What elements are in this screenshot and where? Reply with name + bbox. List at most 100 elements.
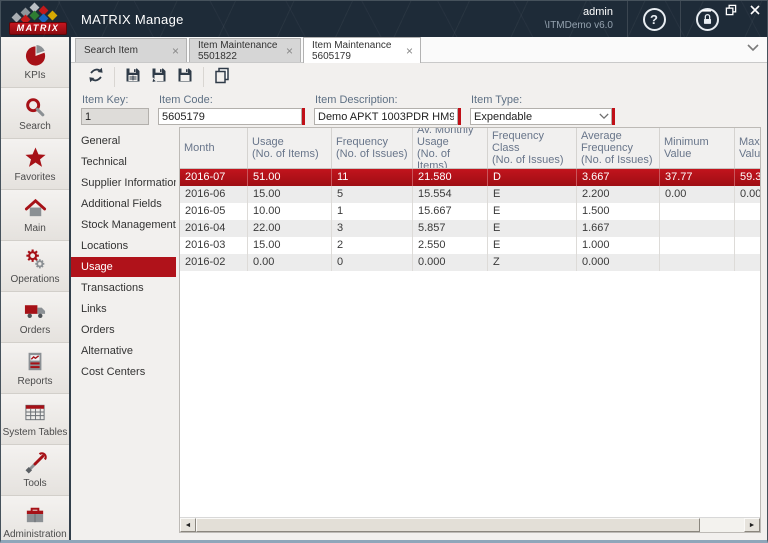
menu-item-technical[interactable]: Technical xyxy=(81,156,127,168)
sidebar-item-administration[interactable]: Administration xyxy=(1,496,69,540)
save-edit-button[interactable] xyxy=(146,65,172,89)
sidebar-item-kpis[interactable]: KPIs xyxy=(1,37,69,88)
table-header-row: Month Usage (No. of Items) Frequency (No. … xyxy=(180,128,760,169)
sidebar-item-favorites[interactable]: Favorites xyxy=(1,139,69,190)
chevron-down-icon[interactable] xyxy=(747,39,759,57)
cell: 0.000 xyxy=(413,254,488,271)
cell: 15.667 xyxy=(413,203,488,220)
menu-item-supplier-information[interactable]: Supplier Information xyxy=(81,177,176,189)
scroll-right-arrow-icon[interactable]: ► xyxy=(744,518,760,532)
minimize-icon[interactable] xyxy=(699,3,715,17)
save-icon xyxy=(176,66,194,89)
refresh-button[interactable] xyxy=(83,65,109,89)
save-edit-icon xyxy=(150,66,168,89)
cell: E xyxy=(488,186,577,203)
menu-item-cost-centers[interactable]: Cost Centers xyxy=(81,366,146,378)
cell: 5 xyxy=(332,186,413,203)
item-key-label: Item Key: xyxy=(82,94,129,106)
tab-close-icon[interactable]: × xyxy=(405,43,413,58)
cell: 37.77 xyxy=(660,169,735,186)
tab-item-maintenance-5605179[interactable]: Item Maintenance 5605179 × xyxy=(303,37,421,63)
tab-item-maintenance-5501822[interactable]: Item Maintenance 5501822 × xyxy=(189,38,301,62)
cell: 2.200 xyxy=(577,186,660,203)
copy-button[interactable] xyxy=(209,65,235,89)
cell xyxy=(660,220,735,237)
home-icon xyxy=(24,197,47,221)
table-row-2016-02[interactable]: 2016-02 0.00 0 0.000 Z 0.000 xyxy=(180,254,760,271)
tab-close-icon[interactable]: × xyxy=(285,43,293,58)
chevron-down-icon xyxy=(599,113,609,120)
save-button[interactable] xyxy=(172,65,198,89)
column-header-average[interactable]: Average Frequency (No. of Issues) xyxy=(577,128,660,168)
gears-icon xyxy=(24,248,47,272)
sidebar-item-label: Orders xyxy=(19,324,51,336)
menu-item-additional-fields[interactable]: Additional Fields xyxy=(81,198,162,210)
cell: 21.580 xyxy=(413,169,488,186)
save-grid-button[interactable] xyxy=(120,65,146,89)
menu-item-links[interactable]: Links xyxy=(81,303,107,315)
column-header-maximum[interactable]: Maximum Value xyxy=(735,128,760,168)
sidebar-item-search[interactable]: Search xyxy=(1,88,69,139)
horizontal-scrollbar: ◄ ► xyxy=(180,517,760,532)
table-row-2016-04[interactable]: 2016-04 22.00 3 5.857 E 1.667 xyxy=(180,220,760,237)
title-bar: MATRIX MATRIX Manage admin \ITMDemo v6.0… xyxy=(1,1,767,37)
lock-icon xyxy=(695,7,719,31)
sidebar-item-orders[interactable]: Orders xyxy=(1,292,69,343)
menu-item-orders[interactable]: Orders xyxy=(81,324,115,336)
menu-item-locations[interactable]: Locations xyxy=(81,240,129,252)
column-header-frequency[interactable]: Frequency Class (No. of Issues) xyxy=(488,128,577,168)
scrollbar-track[interactable] xyxy=(196,518,744,532)
item-key-field[interactable] xyxy=(81,108,149,125)
cell: 2016-05 xyxy=(180,203,248,220)
menu-item-transactions[interactable]: Transactions xyxy=(81,282,144,294)
column-header-month[interactable]: Month xyxy=(180,128,248,168)
cell: 2016-04 xyxy=(180,220,248,237)
column-header-av-monthly[interactable]: Av. Monthly Usage (No. of Items) xyxy=(413,128,488,168)
sidebar-item-system-tables[interactable]: System Tables xyxy=(1,394,69,445)
menu-item-alternative[interactable]: Alternative xyxy=(81,345,133,357)
lock-button[interactable] xyxy=(681,1,733,37)
item-form: Item Key: Item Code: Item Description: xyxy=(71,91,767,127)
sidebar-item-reports[interactable]: Reports xyxy=(1,343,69,394)
scrollbar-thumb[interactable] xyxy=(196,518,701,532)
sidebar-item-operations[interactable]: Operations xyxy=(1,241,69,292)
menu-item-general[interactable]: General xyxy=(81,135,121,147)
sidebar-item-main[interactable]: Main xyxy=(1,190,69,241)
scroll-left-arrow-icon[interactable]: ◄ xyxy=(180,518,196,532)
table-icon xyxy=(23,401,47,425)
menu-item-usage[interactable]: Usage xyxy=(71,257,176,277)
sidebar-item-label: Operations xyxy=(10,273,60,285)
tab-label: Item Maintenance 5501822 xyxy=(198,39,278,62)
table-row-2016-03[interactable]: 2016-03 15.00 2 2.550 E 1.000 xyxy=(180,237,760,254)
toolbar xyxy=(71,63,767,91)
toolbox-icon xyxy=(23,503,47,527)
column-header-frequency[interactable]: Frequency (No. of Issues) xyxy=(332,128,413,168)
user-name: admin xyxy=(583,6,613,18)
toolbar-separator xyxy=(114,67,115,87)
column-header-usage[interactable]: Usage (No. of Items) xyxy=(248,128,332,168)
column-header-minimum[interactable]: Minimum Value xyxy=(660,128,735,168)
table-row-2016-05[interactable]: 2016-05 10.00 1 15.667 E 1.500 xyxy=(180,203,760,220)
restore-icon[interactable] xyxy=(723,3,739,17)
table-row-2016-06[interactable]: 2016-06 15.00 5 15.554 E 2.200 0.00 0.00 xyxy=(180,186,760,203)
copy-icon xyxy=(213,66,231,89)
usage-table: Month Usage (No. of Items) Frequency (No. … xyxy=(180,128,760,517)
item-type-select[interactable]: Expendable xyxy=(470,108,612,125)
app-title: MATRIX Manage xyxy=(81,11,184,27)
sidebar-item-tools[interactable]: Tools xyxy=(1,445,69,496)
menu-item-stock-management[interactable]: Stock Management xyxy=(81,219,176,231)
cell: 0.00 xyxy=(735,186,760,203)
pie-chart-icon xyxy=(24,44,47,68)
cell xyxy=(735,220,760,237)
item-code-field[interactable] xyxy=(158,108,302,125)
help-button[interactable]: ? xyxy=(628,1,680,37)
table-row-2016-07[interactable]: 2016-07 51.00 11 21.580 D 3.667 37.77 59.3 xyxy=(180,169,760,186)
close-icon[interactable] xyxy=(747,3,763,17)
cell: 15.554 xyxy=(413,186,488,203)
tab-close-icon[interactable]: × xyxy=(171,43,179,58)
item-type-label: Item Type: xyxy=(471,94,523,106)
item-description-field[interactable] xyxy=(314,108,458,125)
tab-search-item[interactable]: Search Item × xyxy=(75,38,187,62)
environment-label: \ITMDemo v6.0 xyxy=(544,20,613,31)
table-body: 2016-07 51.00 11 21.580 D 3.667 37.77 59.3 2016-… xyxy=(180,169,760,271)
